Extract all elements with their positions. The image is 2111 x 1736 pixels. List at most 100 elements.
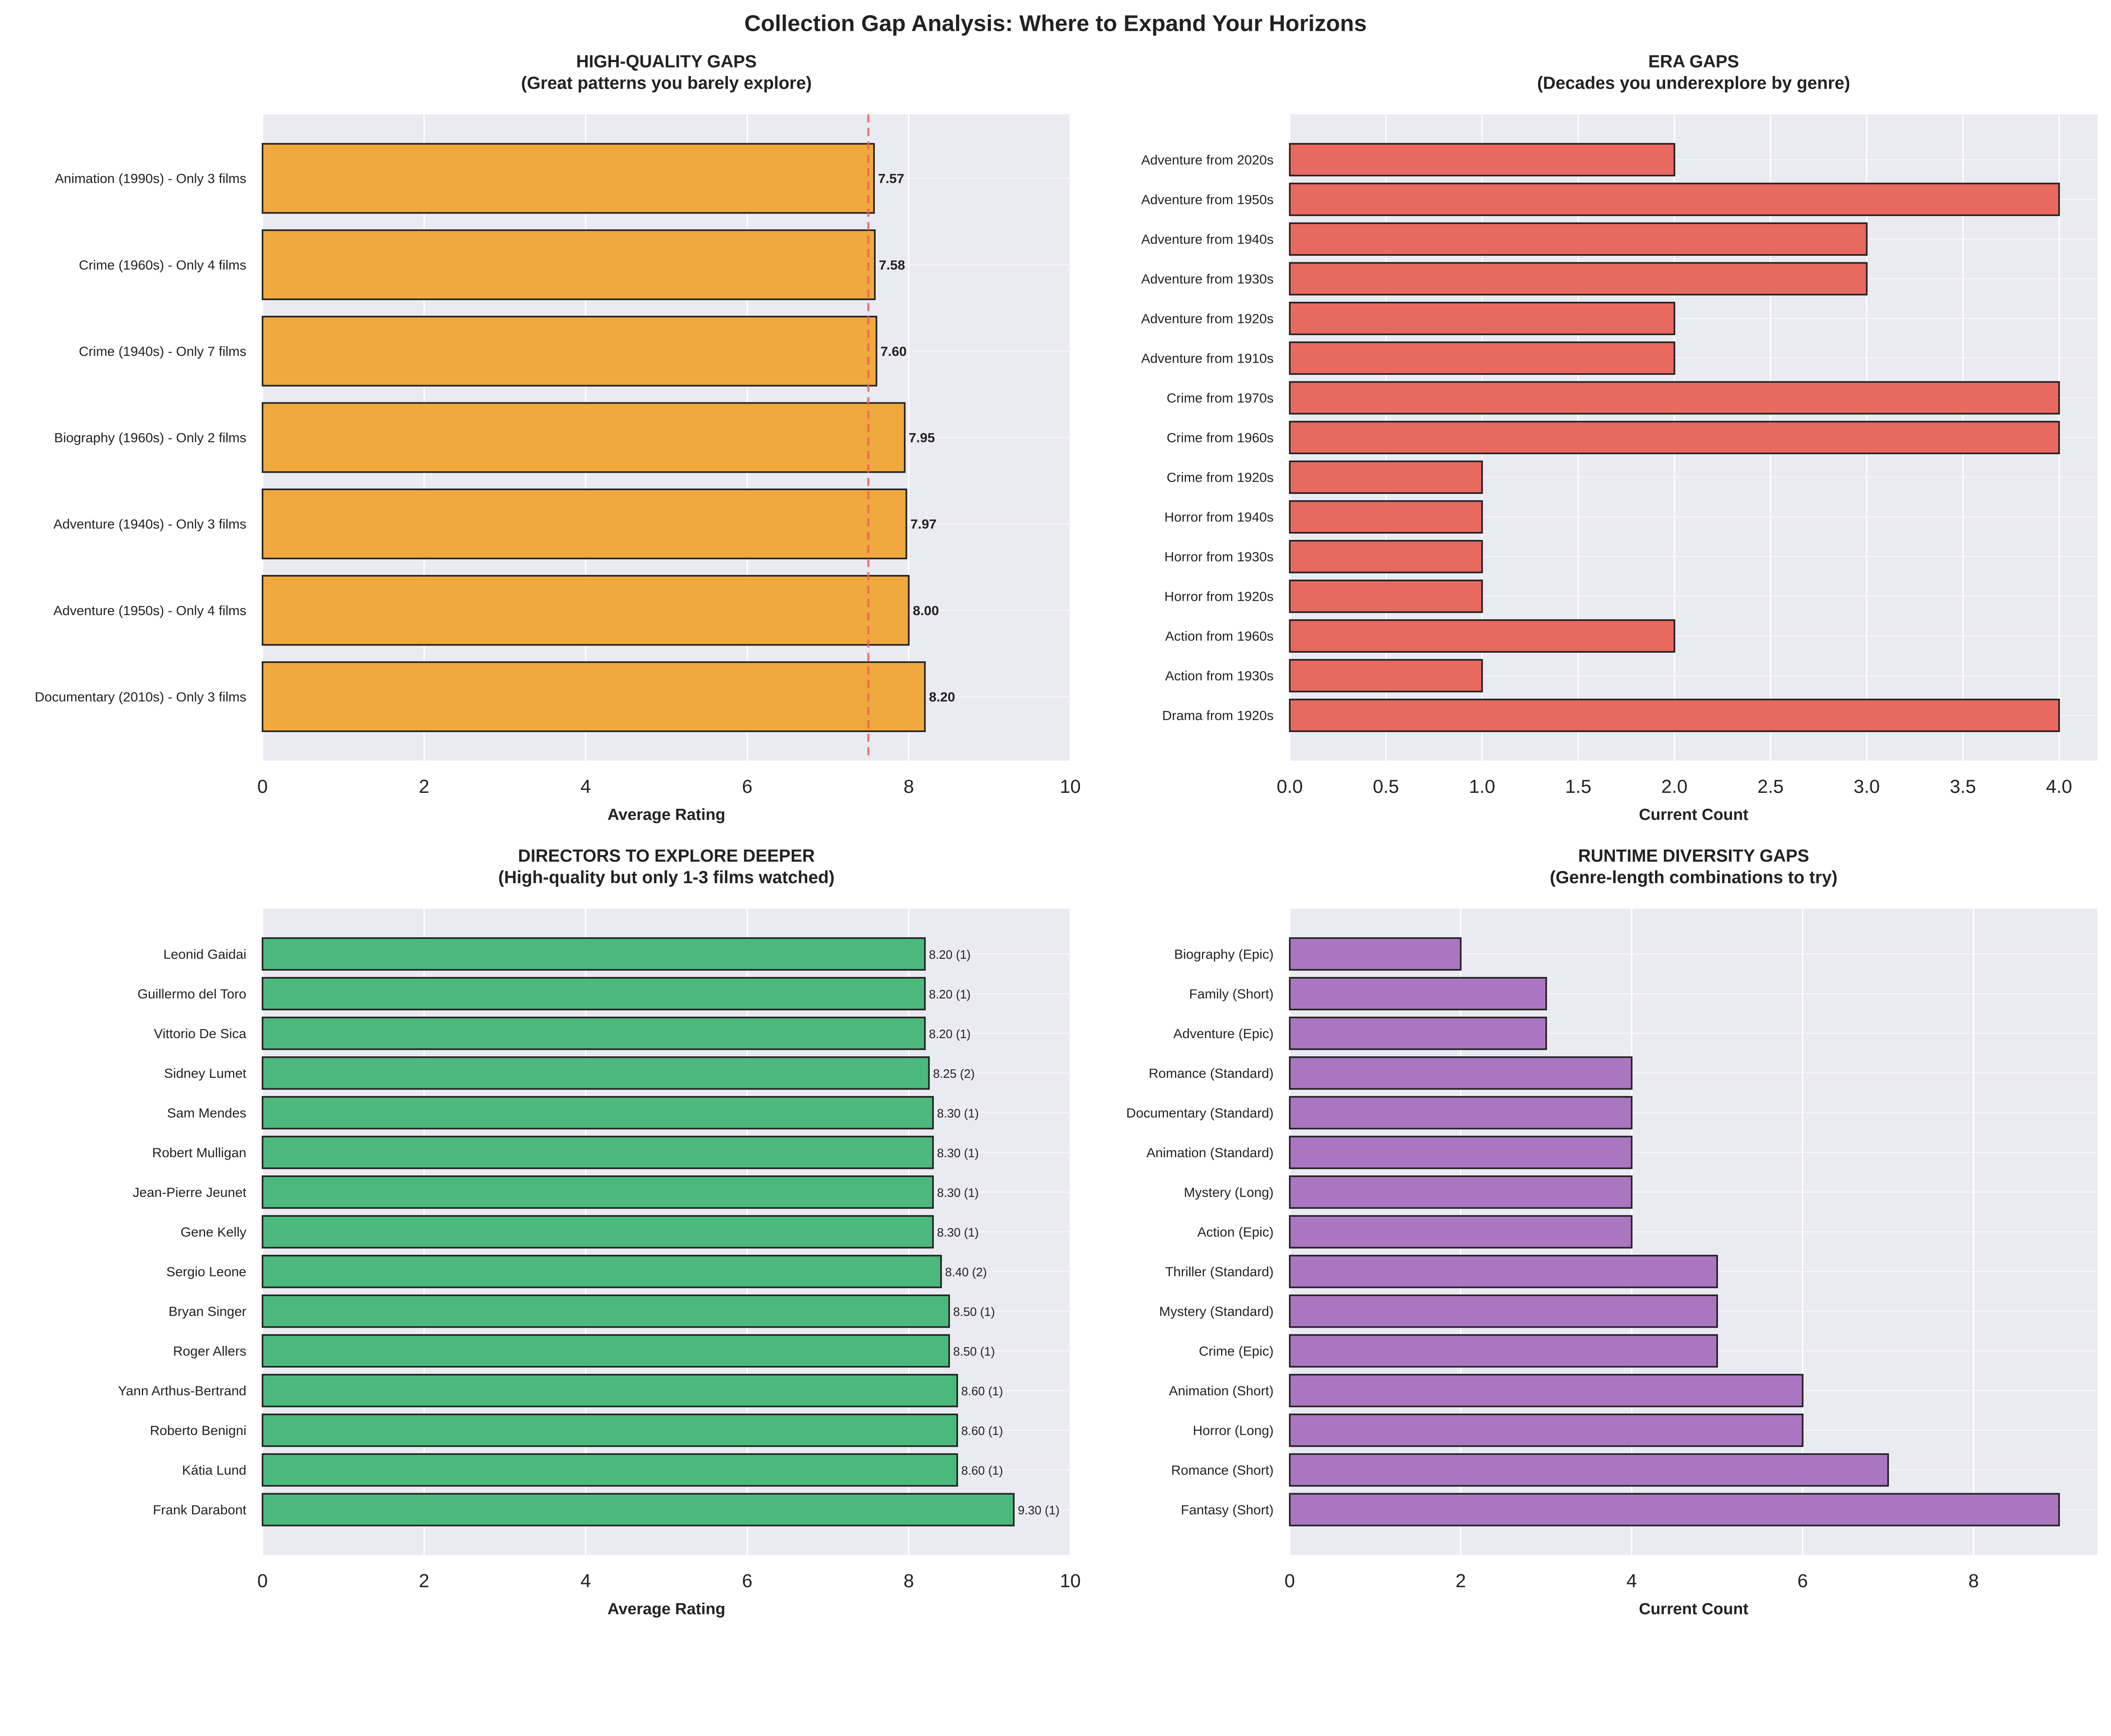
y-tick-label: Mystery (Standard)	[1159, 1304, 1274, 1319]
plot-area	[1289, 114, 2098, 761]
bar	[261, 315, 877, 387]
x-tick-label: 3.5	[1950, 776, 1976, 797]
y-tick-label: Adventure (Epic)	[1173, 1026, 1273, 1041]
y-tick-label: Horror (Long)	[1193, 1423, 1273, 1438]
data-label: 8.20 (1)	[929, 988, 971, 1001]
y-tick-label: Sergio Leone	[166, 1264, 247, 1279]
data-label: 8.30 (1)	[937, 1107, 979, 1120]
bar	[1289, 659, 1483, 692]
panel-runtime-gaps: RUNTIME DIVERSITY GAPS (Genre-length com…	[1126, 846, 2098, 1618]
bar	[1289, 1096, 1633, 1130]
bar	[1289, 1374, 1804, 1408]
panel-directors: DIRECTORS TO EXPLORE DEEPER (High-qualit…	[118, 846, 1081, 1618]
panel-subtitle: (Decades you underexplore by genre)	[1537, 73, 1850, 92]
bar	[1289, 698, 2060, 732]
bar	[261, 1215, 934, 1249]
y-tick-label: Frank Darabont	[153, 1502, 247, 1517]
panel-title: ERA GAPS	[1648, 51, 1739, 71]
bar	[1289, 182, 2060, 216]
bar	[1289, 1136, 1633, 1169]
bar	[261, 488, 907, 559]
figure: Collection Gap Analysis: Where to Expand…	[35, 11, 2098, 1618]
bar	[261, 661, 926, 732]
data-label: 9.30 (1)	[1018, 1504, 1060, 1517]
y-tick-label: Mystery (Long)	[1184, 1185, 1274, 1200]
plot-area	[1289, 909, 2098, 1555]
y-tick-label: Adventure from 1910s	[1141, 350, 1274, 366]
data-label: 8.20 (1)	[929, 948, 971, 962]
bar	[1289, 381, 2060, 415]
bar	[1289, 977, 1547, 1011]
x-tick-label: 2	[1455, 1571, 1466, 1592]
y-tick-label: Action from 1960s	[1165, 629, 1274, 644]
data-label: 8.30 (1)	[937, 1226, 979, 1240]
bar	[261, 937, 926, 971]
y-tick-label: Crime (Epic)	[1199, 1343, 1273, 1359]
x-tick-label: 8	[1968, 1571, 1979, 1592]
bar	[261, 575, 910, 646]
bar	[1289, 619, 1675, 653]
x-tick-label: 2	[419, 1571, 429, 1592]
y-tick-label: Leonid Gaidai	[163, 947, 247, 962]
x-tick-label: 0.5	[1373, 776, 1399, 797]
y-tick-label: Horror from 1920s	[1164, 589, 1274, 604]
y-tick-label: Fantasy (Short)	[1181, 1502, 1274, 1517]
x-tick-label: 10	[1060, 776, 1081, 797]
data-label: 8.20 (1)	[929, 1028, 971, 1041]
x-tick-label: 0.0	[1277, 776, 1303, 797]
data-label: 8.25 (2)	[933, 1067, 975, 1081]
y-tick-label: Action from 1930s	[1165, 668, 1274, 684]
y-tick-label: Crime from 1920s	[1167, 470, 1273, 485]
x-tick-label: 2.5	[1758, 776, 1784, 797]
y-tick-label: Animation (Standard)	[1146, 1145, 1273, 1160]
y-tick-label: Sidney Lumet	[164, 1066, 247, 1081]
y-tick-label: Thriller (Standard)	[1165, 1264, 1274, 1279]
bar	[1289, 341, 1675, 375]
y-tick-label: Horror from 1940s	[1164, 510, 1274, 525]
y-tick-label: Jean-Pierre Jeunet	[133, 1185, 246, 1200]
x-tick-label: 4	[581, 776, 591, 797]
bar	[1289, 1255, 1718, 1288]
data-label: 7.57	[878, 171, 904, 186]
bar	[1289, 500, 1483, 534]
plot-area	[261, 909, 1071, 1555]
plot-area	[261, 114, 1071, 761]
bar	[261, 1334, 950, 1368]
y-tick-label: Roberto Benigni	[150, 1423, 247, 1438]
bar	[261, 229, 876, 300]
bar	[261, 143, 875, 214]
x-tick-label: 1.0	[1469, 776, 1495, 797]
y-tick-label: Crime (1940s) - Only 7 films	[79, 344, 247, 359]
bar	[1289, 1413, 1804, 1447]
data-label: 8.00	[913, 603, 939, 618]
bar	[1289, 1056, 1633, 1090]
y-tick-label: Bryan Singer	[168, 1304, 247, 1319]
x-tick-label: 6	[742, 776, 752, 797]
y-tick-label: Biography (1960s) - Only 2 films	[54, 430, 246, 445]
data-label: 8.30 (1)	[937, 1186, 979, 1200]
panel-title: HIGH-QUALITY GAPS	[576, 51, 757, 71]
bar	[1289, 540, 1483, 573]
y-tick-label: Robert Mulligan	[152, 1145, 246, 1160]
bar	[261, 1453, 958, 1487]
bar	[261, 1096, 934, 1130]
bar	[1289, 1453, 1889, 1487]
x-tick-label: 4	[581, 1571, 591, 1592]
y-tick-label: Adventure from 1930s	[1141, 271, 1274, 286]
bar	[1289, 420, 2060, 454]
y-tick-label: Animation (1990s) - Only 3 films	[55, 171, 247, 186]
bar	[1289, 1294, 1718, 1328]
x-tick-label: 4.0	[2046, 776, 2072, 797]
x-tick-label: 10	[1060, 1571, 1081, 1592]
y-tick-label: Crime from 1970s	[1167, 390, 1273, 405]
data-label: 7.95	[909, 430, 935, 445]
y-tick-label: Action (Epic)	[1197, 1224, 1274, 1240]
y-tick-label: Gene Kelly	[181, 1224, 247, 1240]
y-tick-label: Kátia Lund	[182, 1462, 246, 1478]
bar	[261, 1017, 926, 1050]
x-tick-label: 8	[904, 1571, 914, 1592]
panel-title: RUNTIME DIVERSITY GAPS	[1578, 846, 1809, 865]
y-tick-label: Crime (1960s) - Only 4 films	[79, 257, 247, 272]
data-label: 7.60	[880, 344, 906, 359]
bar	[261, 1294, 950, 1328]
